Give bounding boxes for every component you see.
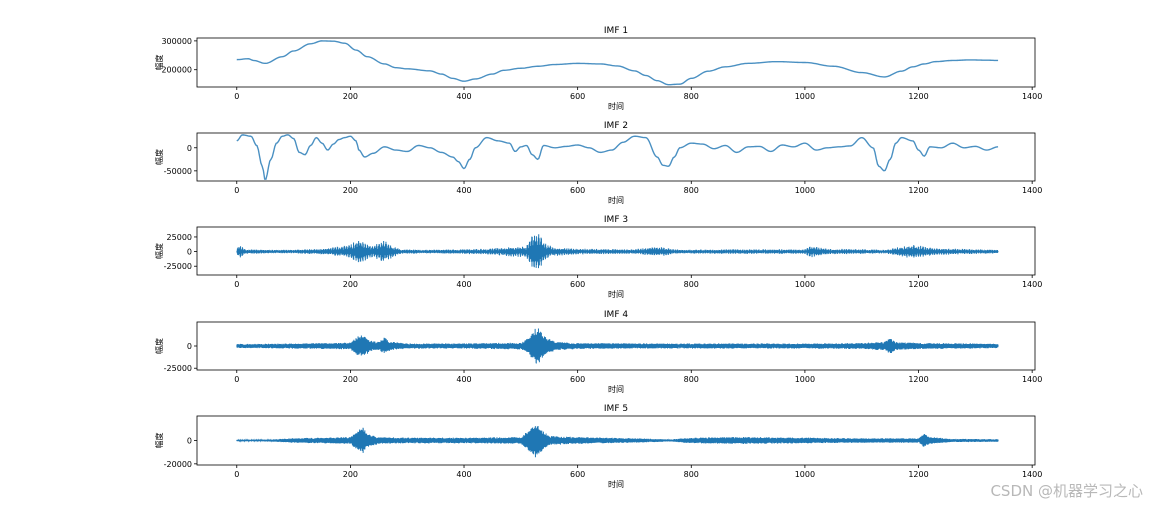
imf-4-series-line bbox=[236, 328, 999, 364]
x-tick-label: 800 bbox=[684, 92, 699, 101]
y-tick-label: 0 bbox=[187, 342, 192, 351]
y-tick-label: 0 bbox=[187, 248, 192, 257]
imf-1-title: IMF 1 bbox=[604, 26, 628, 36]
imf-3-ylabel: 幅度 bbox=[154, 243, 164, 259]
x-tick-label: 1400 bbox=[1022, 92, 1042, 101]
x-tick-label: 600 bbox=[570, 375, 585, 384]
x-tick-label: 400 bbox=[456, 280, 471, 289]
x-tick-label: 1000 bbox=[795, 470, 815, 479]
imf-2-xlabel: 时间 bbox=[608, 195, 624, 205]
x-tick-label: 0 bbox=[234, 92, 239, 101]
x-tick-label: 800 bbox=[684, 186, 699, 195]
x-tick-label: 1400 bbox=[1022, 186, 1042, 195]
x-tick-label: 800 bbox=[684, 470, 699, 479]
y-tick-label: 0 bbox=[187, 144, 192, 153]
imf-4-title: IMF 4 bbox=[604, 310, 628, 320]
imf-3-series-line bbox=[236, 234, 999, 269]
y-tick-label: 25000 bbox=[167, 233, 192, 242]
y-tick-label: -50000 bbox=[164, 167, 192, 176]
x-tick-label: 600 bbox=[570, 470, 585, 479]
imf-5-ylabel: 幅度 bbox=[154, 433, 164, 449]
imf-1-ylabel: 幅度 bbox=[154, 55, 164, 71]
x-tick-label: 0 bbox=[234, 470, 239, 479]
csdn-watermark: CSDN @机器学习之心 bbox=[990, 482, 1143, 500]
y-tick-label: -25000 bbox=[164, 262, 192, 271]
imf-4-ylabel: 幅度 bbox=[154, 338, 164, 354]
y-tick-label: 200000 bbox=[161, 66, 192, 75]
imf-2-title: IMF 2 bbox=[604, 121, 628, 131]
imf-2-series-line bbox=[236, 134, 999, 180]
imf-3-xlabel: 时间 bbox=[608, 289, 624, 299]
imf-2-ylabel: 幅度 bbox=[154, 149, 164, 165]
x-tick-label: 600 bbox=[570, 92, 585, 101]
x-tick-label: 200 bbox=[343, 375, 358, 384]
imf-2-panel: IMF 2 0 200 400 600 800 1000 1200 1400 时间 -50000 0 幅… bbox=[154, 121, 1042, 205]
x-tick-label: 200 bbox=[343, 280, 358, 289]
x-tick-label: 1200 bbox=[908, 375, 928, 384]
x-tick-label: 800 bbox=[684, 280, 699, 289]
x-tick-label: 400 bbox=[456, 470, 471, 479]
imf-5-title: IMF 5 bbox=[604, 404, 628, 414]
y-tick-label: -20000 bbox=[164, 460, 192, 469]
imf-3-title: IMF 3 bbox=[604, 215, 628, 225]
imf-1-panel: IMF 1 0 200 400 600 800 1000 1200 1400 时间 200000 30… bbox=[154, 26, 1042, 111]
y-tick-label: 300000 bbox=[161, 37, 192, 46]
x-tick-label: 600 bbox=[570, 186, 585, 195]
x-tick-label: 200 bbox=[343, 92, 358, 101]
x-tick-label: 600 bbox=[570, 280, 585, 289]
imf-4-xlabel: 时间 bbox=[608, 384, 624, 394]
x-tick-label: 200 bbox=[343, 470, 358, 479]
imf-3-panel: IMF 3 0 200 400 600 800 1000 1200 1400 时间 -25000 0 2… bbox=[154, 215, 1042, 299]
imf-5-panel: IMF 5 0 200 400 600 800 1000 1200 1400 时间 -20000 0 幅… bbox=[154, 404, 1042, 489]
x-tick-label: 1400 bbox=[1022, 470, 1042, 479]
x-tick-label: 1200 bbox=[908, 280, 928, 289]
imf-4-panel: IMF 4 0 200 400 600 800 1000 1200 1400 时间 -25000 0 幅… bbox=[154, 310, 1042, 394]
x-tick-label: 400 bbox=[456, 375, 471, 384]
x-tick-label: 200 bbox=[343, 186, 358, 195]
x-tick-label: 1200 bbox=[908, 186, 928, 195]
x-tick-label: 1000 bbox=[795, 375, 815, 384]
imf-1-xlabel: 时间 bbox=[608, 101, 624, 111]
x-tick-label: 0 bbox=[234, 186, 239, 195]
x-tick-label: 0 bbox=[234, 280, 239, 289]
y-tick-label: -25000 bbox=[164, 364, 192, 373]
x-tick-label: 1000 bbox=[795, 280, 815, 289]
x-tick-label: 1400 bbox=[1022, 280, 1042, 289]
imf-1-series-line bbox=[236, 40, 999, 86]
x-tick-label: 1000 bbox=[795, 92, 815, 101]
x-tick-label: 1200 bbox=[908, 470, 928, 479]
imf-1-axes-frame bbox=[196, 37, 1036, 88]
x-tick-label: 800 bbox=[684, 375, 699, 384]
y-tick-label: 0 bbox=[187, 437, 192, 446]
x-tick-label: 0 bbox=[234, 375, 239, 384]
x-tick-label: 1400 bbox=[1022, 375, 1042, 384]
imf-5-series-line bbox=[236, 425, 999, 458]
x-tick-label: 1200 bbox=[908, 92, 928, 101]
x-tick-label: 400 bbox=[456, 92, 471, 101]
imf-5-xlabel: 时间 bbox=[608, 479, 624, 489]
x-tick-label: 1000 bbox=[795, 186, 815, 195]
x-tick-label: 400 bbox=[456, 186, 471, 195]
